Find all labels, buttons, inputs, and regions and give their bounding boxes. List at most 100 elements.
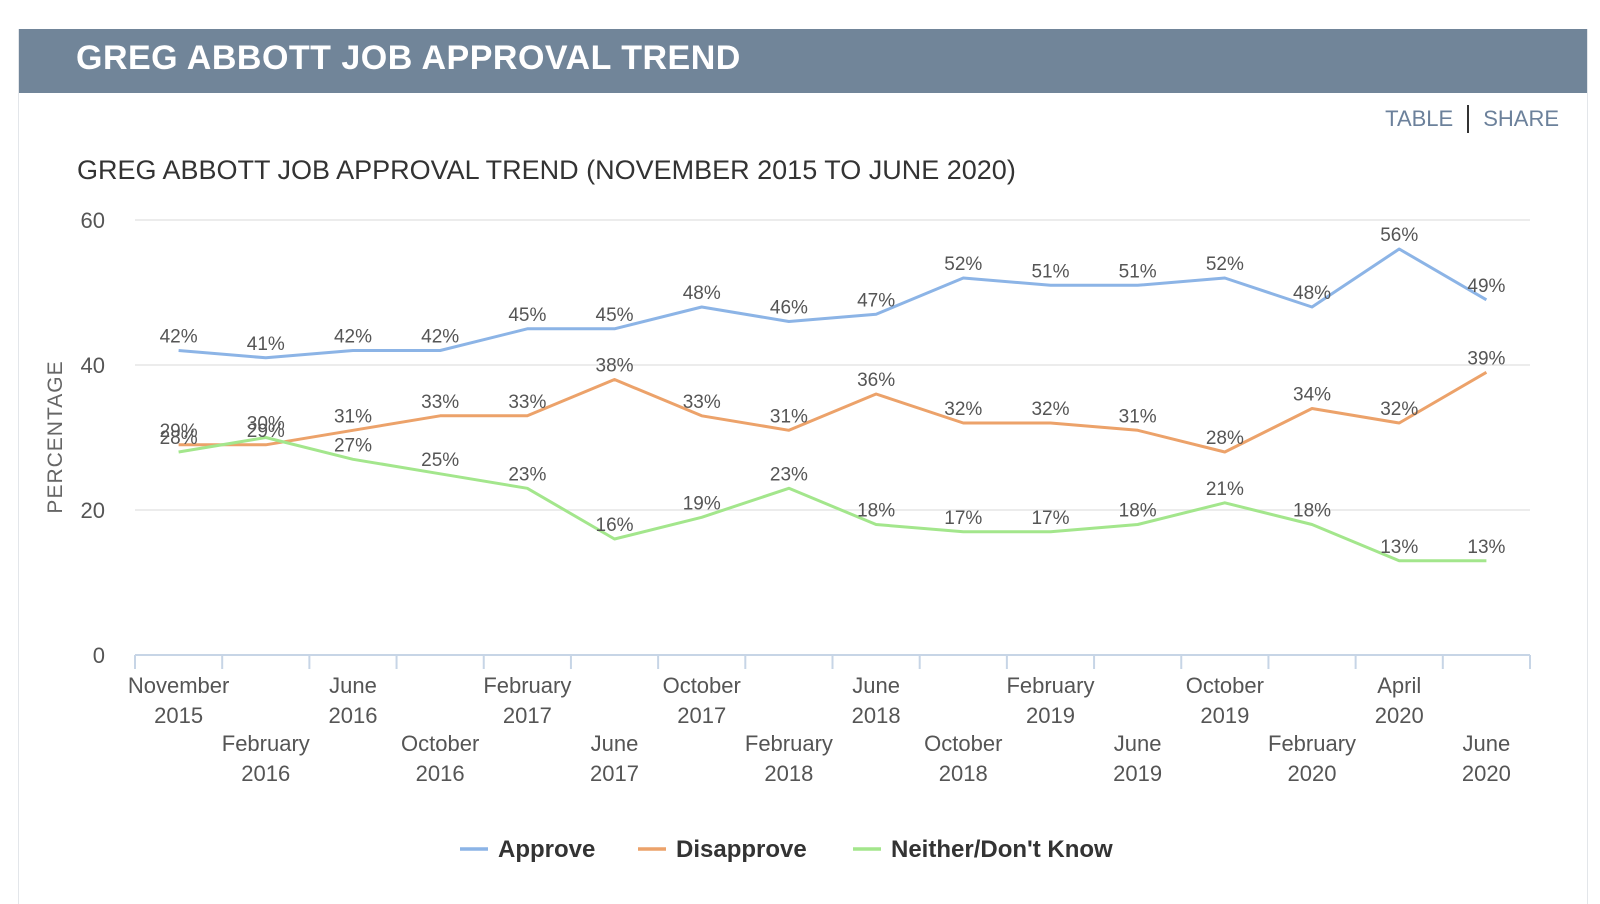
legend-entry: Approve	[498, 836, 595, 863]
data-label: 34%	[1293, 385, 1331, 406]
x-tick-label: June	[329, 673, 377, 698]
data-label: 52%	[1206, 254, 1244, 275]
data-label: 47%	[857, 290, 895, 311]
x-tick-label: October	[1186, 673, 1264, 698]
x-tick-label: February	[1268, 731, 1356, 756]
x-tick-label: 2016	[416, 761, 465, 786]
data-label: 29%	[247, 421, 285, 442]
data-label: 52%	[944, 254, 982, 275]
data-label: 48%	[683, 283, 721, 304]
data-label: 28%	[1206, 428, 1244, 449]
x-tick-label: November	[128, 673, 229, 698]
chart-card: GREG ABBOTT JOB APPROVAL TREND TABLE SHA…	[18, 29, 1588, 904]
series-line-neither-don-t-know	[178, 436, 1487, 563]
data-label: 13%	[1380, 537, 1418, 558]
x-tick-label: 2019	[1026, 703, 1075, 728]
x-tick-label: 2017	[503, 703, 552, 728]
data-label: 36%	[857, 370, 895, 391]
data-label: 41%	[247, 334, 285, 355]
legend-entry: Neither/Don't Know	[891, 836, 1113, 863]
x-tick-label: June	[852, 673, 900, 698]
data-label: 16%	[596, 515, 634, 536]
x-tick-label: 2018	[764, 761, 813, 786]
series-line-disapprove	[178, 371, 1488, 454]
series-line-approve	[178, 247, 1488, 360]
data-label: 18%	[1293, 501, 1331, 522]
data-label: 18%	[857, 501, 895, 522]
header-bar: GREG ABBOTT JOB APPROVAL TREND	[19, 29, 1587, 93]
data-label: 21%	[1206, 479, 1244, 500]
y-tick-label: 60	[81, 208, 105, 233]
y-tick-label: 40	[81, 353, 105, 378]
data-label: 30%	[247, 414, 285, 435]
x-tick-label: 2018	[852, 703, 901, 728]
data-label: 51%	[1031, 261, 1069, 282]
data-label: 29%	[160, 421, 198, 442]
data-label: 45%	[508, 305, 546, 326]
x-tick-label: 2015	[154, 703, 203, 728]
data-label: 33%	[683, 392, 721, 413]
x-tick-label: 2016	[328, 703, 377, 728]
data-label: 27%	[334, 435, 372, 456]
x-tick-label: October	[401, 731, 479, 756]
data-label: 51%	[1119, 261, 1157, 282]
data-label: 32%	[1031, 399, 1069, 420]
data-label: 18%	[1119, 501, 1157, 522]
x-tick-label: June	[1463, 731, 1511, 756]
x-tick-label: 2020	[1375, 703, 1424, 728]
x-tick-label: April	[1377, 673, 1421, 698]
data-label: 42%	[160, 327, 198, 348]
share-link[interactable]: SHARE	[1483, 106, 1559, 131]
legend-entry: Disapprove	[676, 836, 807, 863]
page-title: GREG ABBOTT JOB APPROVAL TREND	[76, 39, 741, 77]
data-label: 25%	[421, 450, 459, 471]
data-label: 42%	[334, 327, 372, 348]
x-tick-label: 2017	[677, 703, 726, 728]
x-tick-label: 2017	[590, 761, 639, 786]
x-tick-label: 2016	[241, 761, 290, 786]
data-label: 31%	[334, 406, 372, 427]
chart-actions: TABLE SHARE	[1385, 105, 1559, 133]
data-label: 17%	[1031, 508, 1069, 529]
x-tick-label: 2019	[1200, 703, 1249, 728]
data-label: 28%	[160, 428, 198, 449]
data-label: 23%	[508, 464, 546, 485]
x-tick-label: October	[663, 673, 741, 698]
x-tick-label: June	[591, 731, 639, 756]
x-tick-label: 2020	[1288, 761, 1337, 786]
link-divider	[1467, 105, 1470, 133]
x-tick-label: 2018	[939, 761, 988, 786]
x-tick-label: February	[745, 731, 833, 756]
data-label: 17%	[944, 508, 982, 529]
data-label: 31%	[770, 406, 808, 427]
x-tick-label: February	[222, 731, 310, 756]
data-label: 31%	[1119, 406, 1157, 427]
x-tick-label: 2019	[1113, 761, 1162, 786]
y-axis-label: PERCENTAGE	[44, 360, 67, 513]
x-tick-label: October	[924, 731, 1002, 756]
y-tick-label: 20	[81, 498, 105, 523]
chart-title: GREG ABBOTT JOB APPROVAL TREND (NOVEMBER…	[77, 155, 1016, 185]
x-tick-label: February	[1006, 673, 1094, 698]
data-label: 33%	[421, 392, 459, 413]
data-label: 39%	[1467, 348, 1505, 369]
data-label: 13%	[1467, 537, 1505, 558]
data-label: 19%	[683, 493, 721, 514]
data-label: 46%	[770, 298, 808, 319]
data-label: 56%	[1380, 225, 1418, 246]
data-label: 38%	[596, 356, 634, 377]
data-label: 48%	[1293, 283, 1331, 304]
y-tick-label: 0	[93, 643, 105, 668]
data-label: 32%	[944, 399, 982, 420]
x-tick-label: 2020	[1462, 761, 1511, 786]
data-label: 33%	[508, 392, 546, 413]
data-label: 32%	[1380, 399, 1418, 420]
table-link[interactable]: TABLE	[1385, 106, 1454, 131]
data-label: 42%	[421, 327, 459, 348]
data-label: 49%	[1467, 276, 1505, 297]
x-tick-label: February	[483, 673, 571, 698]
data-label: 23%	[770, 464, 808, 485]
data-label: 45%	[596, 305, 634, 326]
x-tick-label: June	[1114, 731, 1162, 756]
